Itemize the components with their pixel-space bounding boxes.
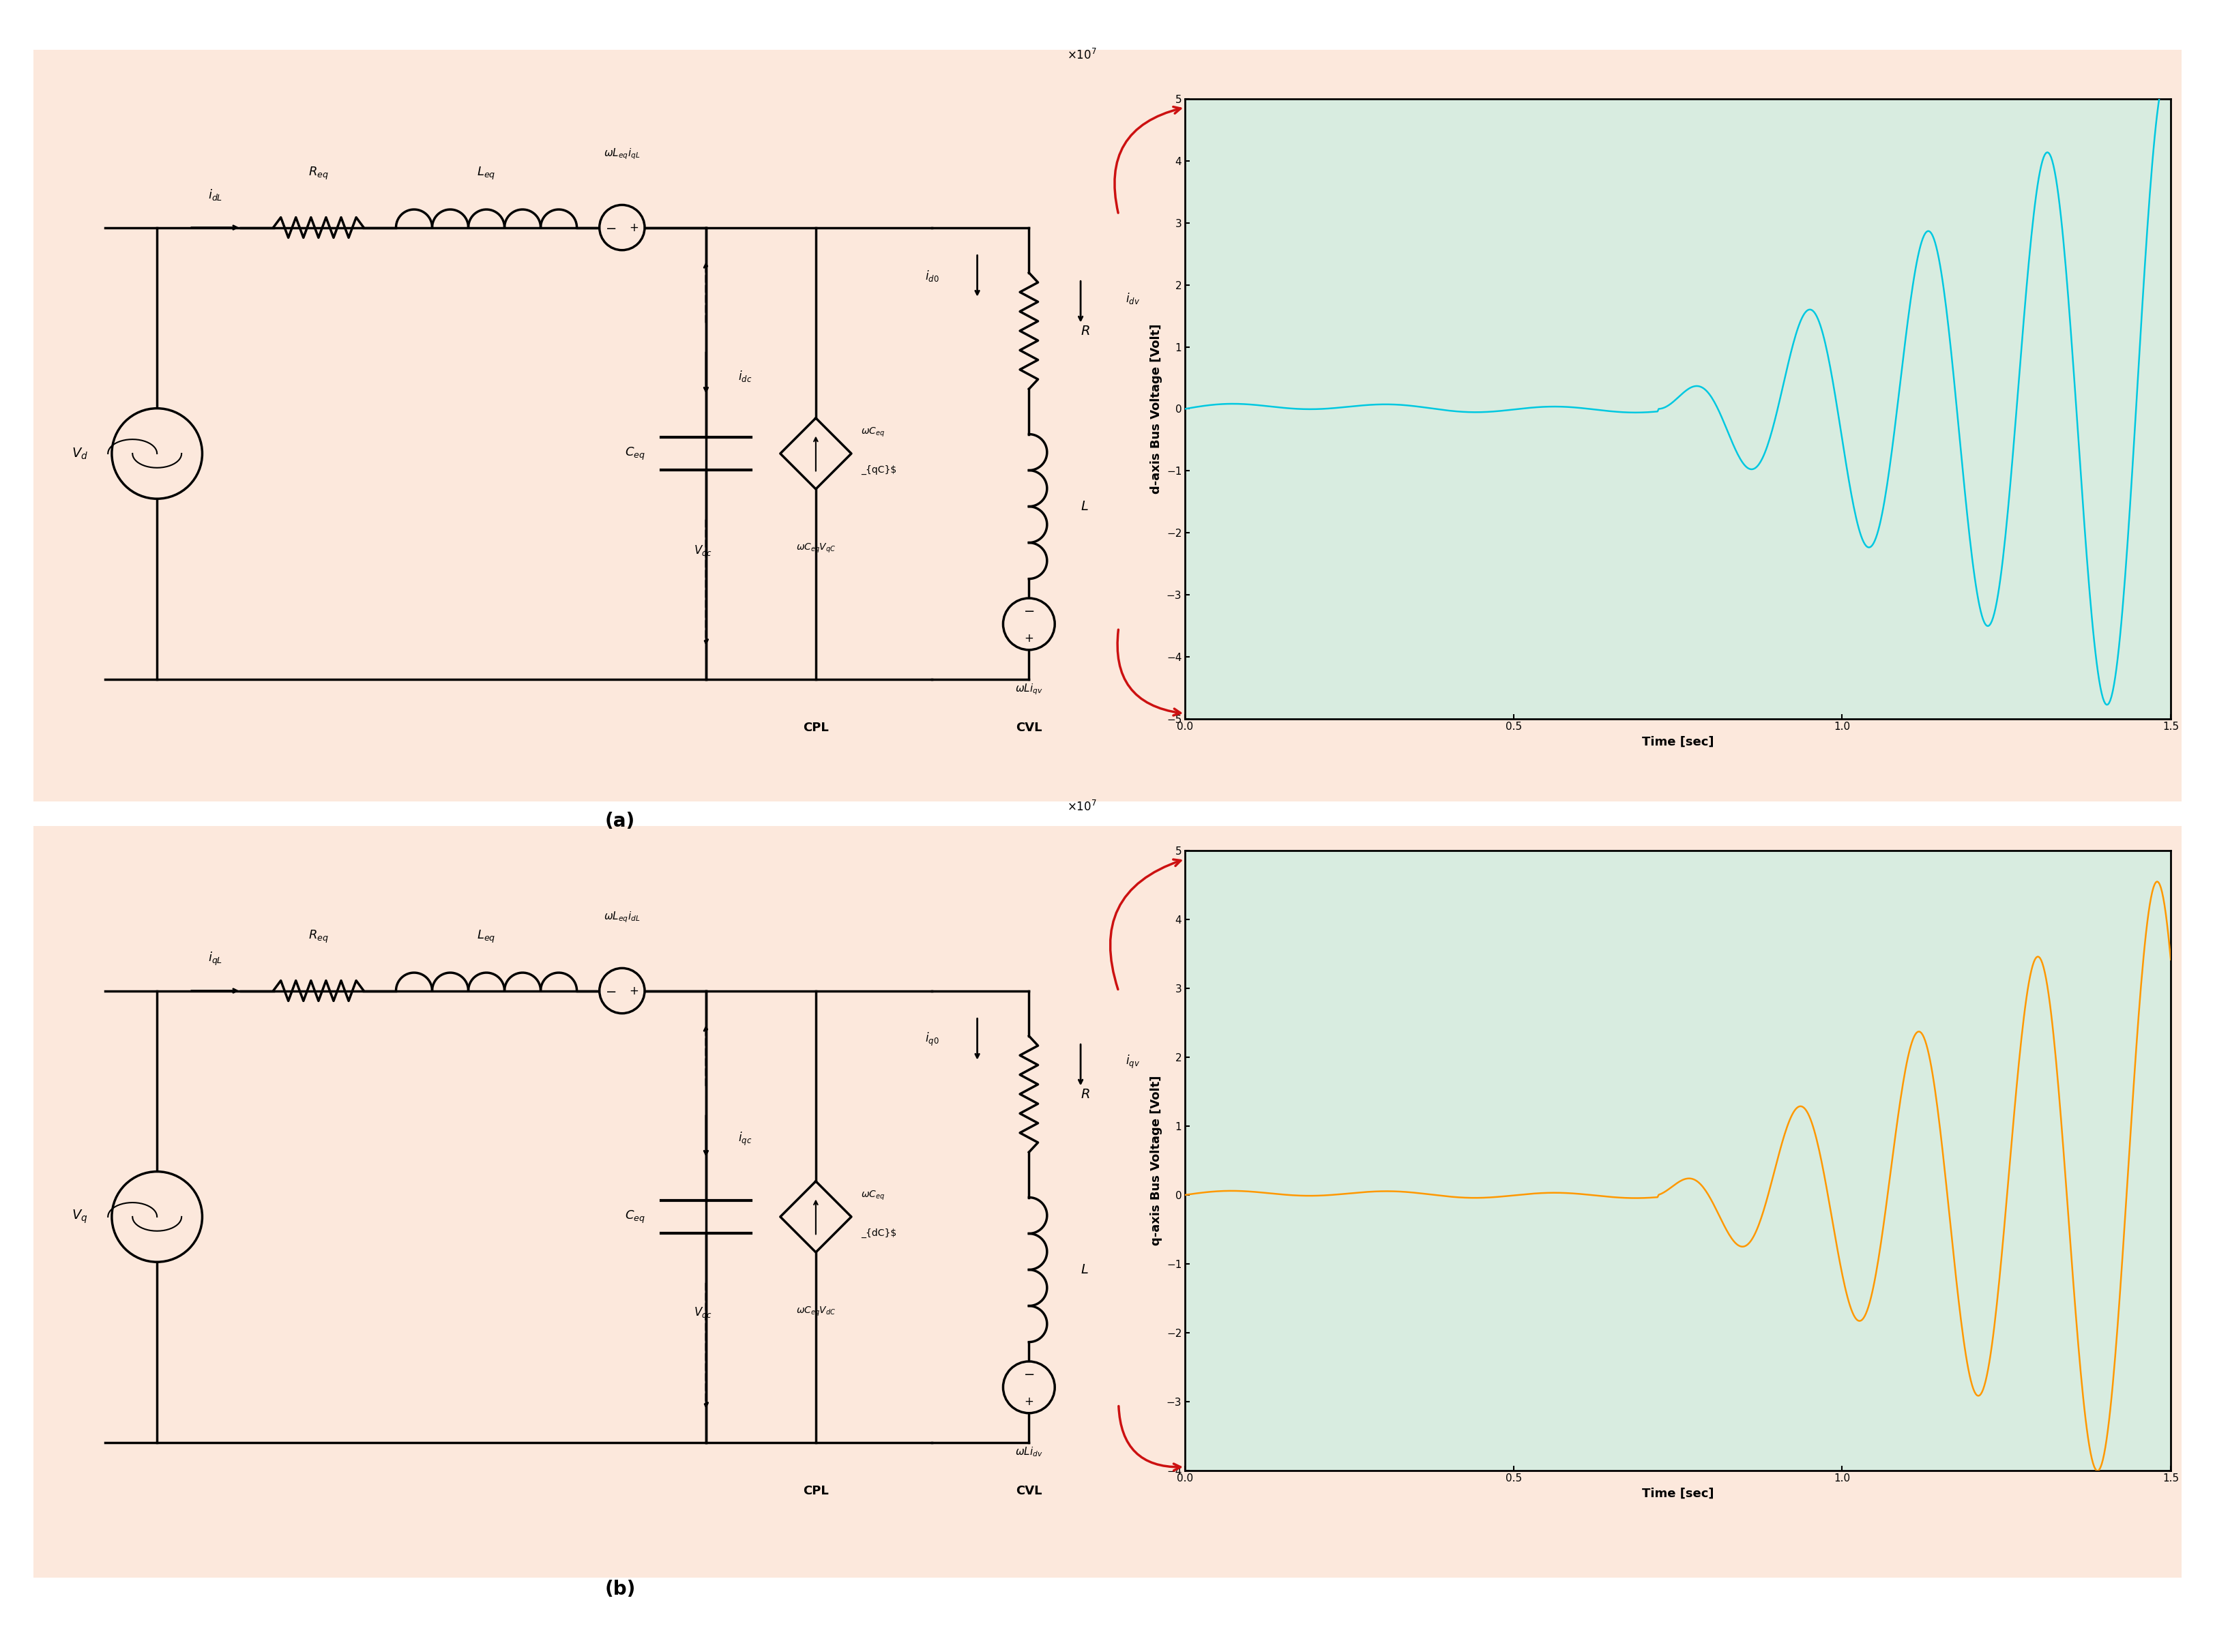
X-axis label: Time [sec]: Time [sec] [1641,735,1714,748]
Circle shape [1003,1361,1054,1412]
Text: $-$: $-$ [605,985,616,998]
Text: (a): (a) [605,811,636,831]
Text: $i_{qv}$: $i_{qv}$ [1125,1054,1141,1070]
Text: $V_{qc}$: $V_{qc}$ [693,1305,711,1322]
Text: $+$: $+$ [1023,1396,1034,1408]
Text: $\times 10^7$: $\times 10^7$ [1068,800,1096,814]
Text: $\omega Li_{dv}$: $\omega Li_{dv}$ [1014,1446,1043,1459]
Text: $L$: $L$ [1081,1264,1088,1277]
Circle shape [1003,598,1054,649]
Text: $R$: $R$ [1081,324,1090,337]
Text: $+$: $+$ [629,985,638,996]
Text: $-$: $-$ [1023,1366,1034,1379]
Text: _{dC}$: _{dC}$ [862,1229,897,1239]
FancyArrowPatch shape [1119,1406,1181,1470]
FancyArrowPatch shape [1110,859,1181,990]
FancyArrowPatch shape [1116,629,1181,715]
Text: $\omega C_{eq}$: $\omega C_{eq}$ [862,426,886,438]
Circle shape [600,968,645,1013]
Text: $-$: $-$ [1023,603,1034,616]
Text: CVL: CVL [1017,1485,1041,1497]
Text: $V_{dc}$: $V_{dc}$ [693,544,711,557]
Circle shape [111,408,202,499]
Text: (b): (b) [605,1579,636,1599]
Text: $i_{qc}$: $i_{qc}$ [738,1132,753,1148]
Text: $L_{eq}$: $L_{eq}$ [476,165,496,182]
Text: CPL: CPL [802,1485,828,1497]
Text: $+$: $+$ [1023,633,1034,644]
Text: $i_{dc}$: $i_{dc}$ [738,368,753,383]
Text: $\omega C_{eq}V_{dC}$: $\omega C_{eq}V_{dC}$ [795,1305,835,1318]
Text: $\times 10^7$: $\times 10^7$ [1068,48,1096,63]
Text: $i_{dv}$: $i_{dv}$ [1125,291,1141,306]
Text: $R$: $R$ [1081,1087,1090,1100]
Y-axis label: q-axis Bus Voltage [Volt]: q-axis Bus Voltage [Volt] [1150,1075,1163,1246]
Text: $\omega Li_{qv}$: $\omega Li_{qv}$ [1014,682,1043,695]
Text: $C_{eq}$: $C_{eq}$ [625,446,645,461]
Text: $\omega C_{eq}$: $\omega C_{eq}$ [862,1189,886,1201]
Text: $V_q$: $V_q$ [71,1208,89,1226]
Text: $R_{eq}$: $R_{eq}$ [308,928,328,945]
Text: $L_{eq}$: $L_{eq}$ [476,928,496,945]
Text: $V_d$: $V_d$ [71,446,89,461]
Circle shape [600,205,645,249]
Text: $i_{dL}$: $i_{dL}$ [208,188,222,202]
Text: $L$: $L$ [1081,501,1088,514]
Text: $+$: $+$ [629,221,638,233]
FancyArrowPatch shape [1114,107,1181,213]
Text: $i_{d0}$: $i_{d0}$ [926,269,939,282]
Text: $i_{qL}$: $i_{qL}$ [208,950,222,966]
Text: $\omega C_{eq}V_{qC}$: $\omega C_{eq}V_{qC}$ [795,542,835,555]
Text: $\omega L_{eq}i_{qL}$: $\omega L_{eq}i_{qL}$ [605,147,640,160]
Text: CVL: CVL [1017,722,1041,733]
Text: CPL: CPL [802,722,828,733]
Circle shape [111,1171,202,1262]
Text: $i_{q0}$: $i_{q0}$ [926,1031,939,1047]
Text: _{qC}$: _{qC}$ [862,466,897,476]
X-axis label: Time [sec]: Time [sec] [1641,1487,1714,1500]
Text: $C_{eq}$: $C_{eq}$ [625,1209,645,1224]
Text: $-$: $-$ [605,221,616,235]
Text: $\omega L_{eq}i_{dL}$: $\omega L_{eq}i_{dL}$ [605,910,640,923]
Y-axis label: d-axis Bus Voltage [Volt]: d-axis Bus Voltage [Volt] [1150,324,1163,494]
Text: $R_{eq}$: $R_{eq}$ [308,165,328,182]
